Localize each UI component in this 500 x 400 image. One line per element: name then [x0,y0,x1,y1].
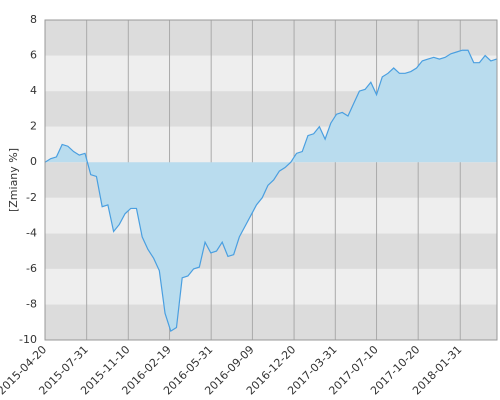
line [44,49,497,333]
grid-band [45,20,497,56]
y-tick-label: -4 [26,226,37,239]
y-tick-label: 4 [30,84,37,97]
y-tick-label: -6 [26,262,37,275]
plot-border [44,19,498,341]
grid-band [45,304,497,340]
y-tick-label: 0 [30,155,37,168]
y-axis-label: [Zmiany %] [7,148,20,212]
grid-band [45,233,497,269]
y-tick-label: -8 [26,297,37,310]
y-tick-label: 6 [30,49,37,62]
y-tick-label: -10 [19,333,37,346]
area [45,50,497,332]
grid-band [45,268,497,305]
y-tick-label: 2 [30,120,37,133]
y-tick-label: 8 [30,13,37,26]
y-tick-label: -2 [26,191,37,204]
